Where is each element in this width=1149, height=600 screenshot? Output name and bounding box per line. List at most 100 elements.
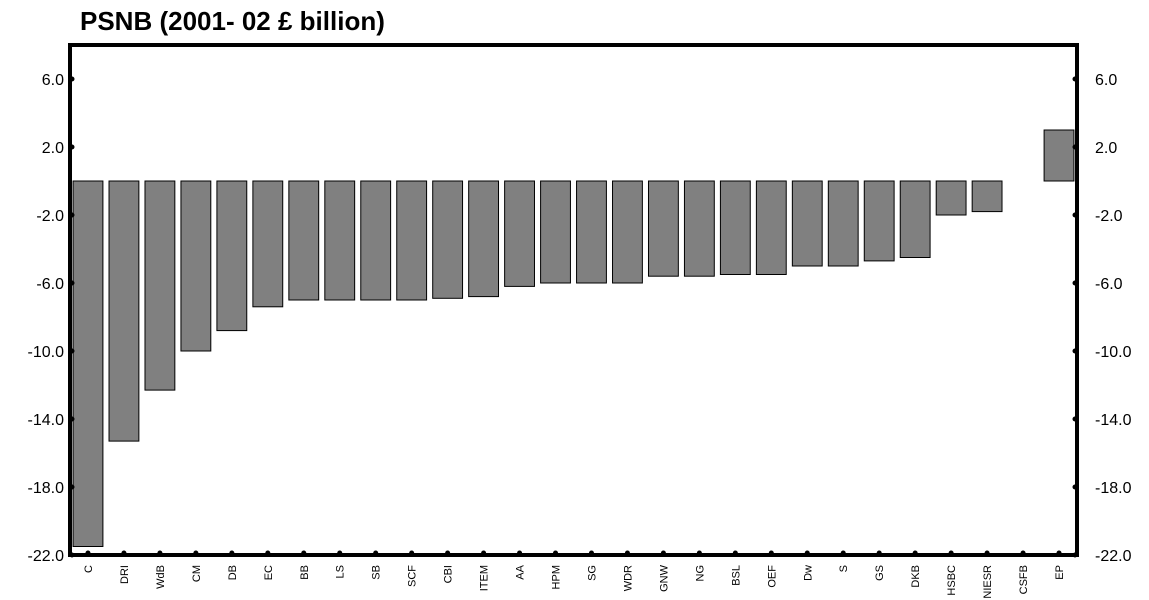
y-tick-label-right: -2.0 (1095, 208, 1123, 225)
x-tick-label: GS (874, 565, 886, 581)
x-tick (948, 550, 954, 556)
x-tick-label: OEF (766, 565, 778, 588)
y-tick-left (69, 348, 75, 354)
y-tick-label-left: -2.0 (36, 208, 64, 225)
bar-oef (755, 180, 787, 275)
y-tick-left (69, 484, 75, 490)
bar-s (827, 180, 859, 267)
x-tick-label: GNW (658, 564, 670, 592)
x-tick (193, 550, 199, 556)
bar-gnw (647, 180, 679, 277)
x-tick (85, 550, 91, 556)
bar-wdr (612, 180, 643, 284)
x-tick-label: SG (586, 565, 598, 581)
y-tick-left (69, 76, 75, 82)
x-tick-label: S (838, 565, 850, 572)
x-tick-label: LS (335, 565, 347, 578)
x-tick (265, 550, 271, 556)
y-tick-label-right: -18.0 (1095, 480, 1132, 497)
y-tick-right (1072, 76, 1078, 82)
x-tick-label: C (83, 565, 95, 573)
x-tick-label: Dw (802, 565, 814, 581)
x-tick-label: CBI (443, 565, 455, 583)
x-tick (409, 550, 415, 556)
y-tick-left (69, 144, 75, 150)
x-tick (660, 550, 666, 556)
y-tick-label-left: -18.0 (28, 480, 65, 497)
x-axis: C DRI WdB CM DB EC BB LS SB SCF CBI ITEM AA HPM SG WDR G… (83, 550, 1066, 599)
y-tick-label-left: -10.0 (28, 344, 65, 361)
x-tick (696, 550, 702, 556)
x-tick-label: CM (191, 565, 203, 582)
bar-wdb (144, 180, 176, 391)
y-axis-left: 6.0 2.0 -2.0 -6.0 -10.0 -14.0 -18.0 -22.0 (28, 72, 75, 565)
x-tick (337, 550, 343, 556)
x-tick-label: WdB (155, 565, 167, 589)
x-tick (1056, 550, 1062, 556)
bar-hpm (540, 180, 571, 284)
y-tick-label-left: -22.0 (28, 548, 65, 565)
y-tick-label-left: -6.0 (36, 276, 64, 293)
y-tick-right (1072, 484, 1078, 490)
bar-dri (108, 180, 140, 442)
bar-hsbc (935, 180, 967, 216)
y-axis-right: 6.0 2.0 -2.0 -6.0 -10.0 -14.0 -18.0 -22.0 (1072, 72, 1132, 565)
x-tick-label: SB (371, 565, 383, 580)
x-tick (553, 550, 559, 556)
bar-cbi (432, 180, 464, 299)
bar-ng (683, 180, 715, 277)
x-tick-label: NIESR (982, 565, 994, 599)
bar-cm (180, 180, 212, 352)
x-tick-label: EP (1054, 565, 1066, 580)
y-tick-label-right: -10.0 (1095, 344, 1132, 361)
x-tick (804, 550, 810, 556)
x-tick (121, 550, 127, 556)
bar-db (216, 180, 248, 332)
y-tick-label-left: 6.0 (42, 72, 64, 89)
y-tick-left (69, 280, 75, 286)
x-tick (732, 550, 738, 556)
y-tick-label-right: -22.0 (1095, 548, 1132, 565)
x-tick (588, 550, 594, 556)
bar-bb (288, 180, 320, 301)
x-tick-label: AA (515, 564, 527, 579)
x-tick (984, 550, 990, 556)
x-tick (840, 550, 846, 556)
bars-group (72, 129, 1075, 547)
y-tick-left (69, 552, 75, 558)
x-tick (445, 550, 451, 556)
bar-c (72, 180, 104, 547)
x-tick-label: DB (227, 565, 239, 580)
x-tick (768, 550, 774, 556)
x-tick (912, 550, 918, 556)
y-tick-label-right: 2.0 (1095, 140, 1117, 157)
x-tick-label: NG (694, 565, 706, 582)
y-tick-label-left: 2.0 (42, 140, 64, 157)
y-tick-right (1072, 212, 1078, 218)
x-tick-label: BB (299, 565, 311, 580)
y-tick-left (69, 416, 75, 422)
bar-scf (396, 180, 428, 301)
x-tick (1020, 550, 1026, 556)
x-tick-label: BSL (730, 565, 742, 586)
x-tick-label: DRI (119, 565, 131, 584)
x-tick (481, 550, 487, 556)
y-tick-label-left: -14.0 (28, 412, 65, 429)
x-tick (229, 550, 235, 556)
x-tick-label: EC (263, 565, 275, 580)
y-tick-right (1072, 280, 1078, 286)
bar-ep (1043, 129, 1075, 182)
bar-sg (576, 180, 607, 284)
bar-item (468, 180, 500, 298)
bar-ls (324, 180, 356, 301)
x-tick (373, 550, 379, 556)
x-tick (876, 550, 882, 556)
x-tick-label: HPM (551, 565, 563, 589)
x-tick (624, 550, 630, 556)
y-tick-label-right: 6.0 (1095, 72, 1117, 89)
y-tick-right (1072, 416, 1078, 422)
x-tick (301, 550, 307, 556)
y-tick-right (1072, 348, 1078, 354)
axes-group (68, 43, 1079, 557)
